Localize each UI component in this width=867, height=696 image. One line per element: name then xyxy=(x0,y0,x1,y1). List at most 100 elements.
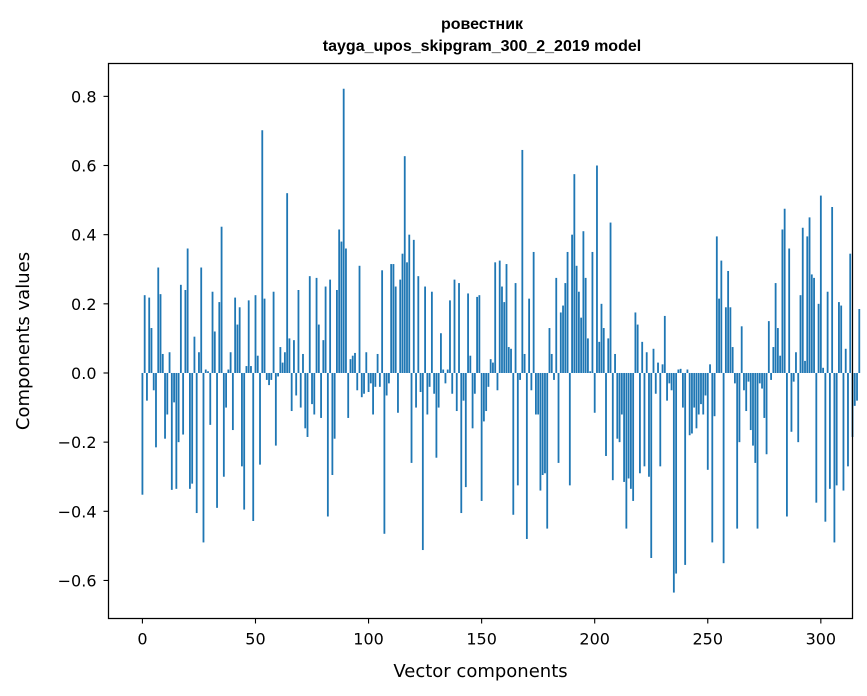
bar xyxy=(326,372,329,517)
bar xyxy=(752,372,754,446)
bar xyxy=(623,372,625,482)
bar xyxy=(435,372,438,458)
bar xyxy=(795,352,797,373)
bar xyxy=(792,372,795,382)
bar xyxy=(566,251,569,373)
bar xyxy=(539,372,542,491)
bar xyxy=(813,277,815,373)
bar xyxy=(686,369,689,373)
bar xyxy=(281,362,284,373)
x-tick-label: 50 xyxy=(245,630,265,649)
bar xyxy=(677,369,680,373)
bar xyxy=(442,369,445,373)
bar xyxy=(847,372,849,467)
bar xyxy=(259,372,261,465)
bar xyxy=(747,372,750,382)
bar xyxy=(804,360,806,373)
bar xyxy=(856,372,858,401)
bar xyxy=(675,372,678,574)
bar xyxy=(225,372,227,408)
x-tick-label: 250 xyxy=(692,630,723,649)
bar xyxy=(790,372,793,432)
bar xyxy=(492,362,494,373)
bar xyxy=(390,264,393,373)
bar xyxy=(383,372,386,534)
bar xyxy=(372,372,374,415)
bar xyxy=(810,274,813,373)
bar xyxy=(553,372,555,380)
bar xyxy=(580,317,583,373)
bar xyxy=(308,276,311,373)
x-axis-ticks: 0 50 100 150 200 250 300 xyxy=(137,618,836,649)
bar xyxy=(268,372,270,386)
x-tick-label: 0 xyxy=(137,630,147,649)
bar xyxy=(473,372,476,394)
bar xyxy=(476,296,479,373)
bars-layer xyxy=(141,88,861,593)
bar xyxy=(815,372,818,503)
bar xyxy=(401,253,404,373)
bar xyxy=(758,372,761,384)
bar xyxy=(274,372,277,446)
bar xyxy=(688,372,691,436)
bar xyxy=(799,295,802,373)
bar xyxy=(216,372,218,508)
bar xyxy=(408,234,411,373)
bar xyxy=(173,372,175,403)
bar xyxy=(347,372,350,418)
bar xyxy=(840,305,843,373)
bar xyxy=(179,284,182,373)
bar xyxy=(535,372,537,415)
bar xyxy=(734,372,736,384)
bar xyxy=(207,371,209,373)
bar xyxy=(220,226,223,373)
bar xyxy=(544,372,546,474)
bar xyxy=(256,355,259,373)
bar xyxy=(657,362,659,373)
bar xyxy=(198,352,200,373)
bar xyxy=(853,372,856,406)
bar xyxy=(697,372,700,415)
bar xyxy=(356,372,359,391)
bar xyxy=(406,262,408,373)
bar xyxy=(369,372,372,384)
bar xyxy=(643,372,646,467)
bar xyxy=(584,277,587,373)
bar xyxy=(464,372,467,488)
bar xyxy=(661,364,664,373)
bar xyxy=(430,291,433,373)
bar xyxy=(797,372,800,443)
bar xyxy=(480,372,483,501)
bar xyxy=(537,372,540,415)
bar xyxy=(582,231,585,373)
bar xyxy=(521,149,524,373)
bar xyxy=(808,217,811,373)
bar xyxy=(324,286,327,373)
bar xyxy=(329,279,332,373)
bar xyxy=(365,352,368,373)
y-tick-label: −0.2 xyxy=(58,433,97,452)
bar xyxy=(211,291,214,373)
bar xyxy=(193,336,196,373)
bar xyxy=(270,372,273,380)
bar xyxy=(681,372,684,408)
bar xyxy=(189,372,191,489)
bar xyxy=(783,208,786,373)
bar xyxy=(591,251,594,373)
bar xyxy=(213,331,216,373)
bar xyxy=(254,295,257,373)
y-tick-label: 0.2 xyxy=(71,295,96,314)
bar xyxy=(849,253,852,373)
bar xyxy=(467,293,469,373)
bar xyxy=(415,372,417,408)
bar xyxy=(806,236,809,373)
bar xyxy=(636,324,639,373)
bar xyxy=(218,302,221,373)
bar xyxy=(238,307,241,373)
bar xyxy=(528,298,531,373)
bar xyxy=(261,130,264,373)
bar xyxy=(304,372,307,429)
bar xyxy=(801,227,804,373)
bar xyxy=(779,355,782,373)
